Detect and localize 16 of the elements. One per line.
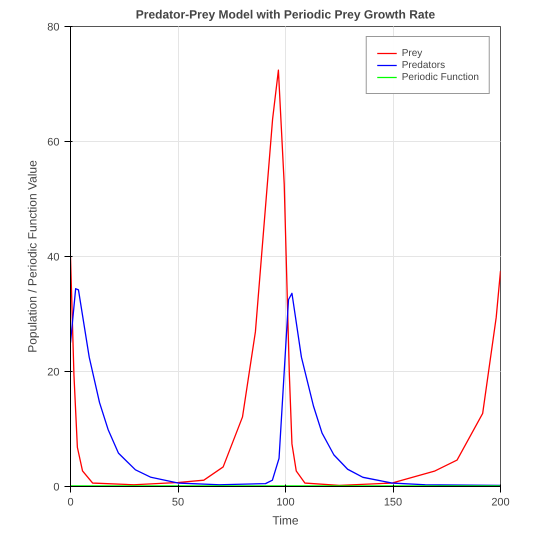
legend-label: Predators — [402, 60, 446, 70]
y-tick-label: 60 — [47, 136, 60, 148]
x-tick-label: 0 — [67, 496, 74, 508]
legend-label: Prey — [402, 48, 422, 58]
legend-label: Periodic Function — [402, 72, 479, 82]
x-tick-label: 50 — [172, 496, 184, 508]
x-axis-title: Time — [272, 514, 299, 528]
y-tick-label: 40 — [47, 252, 60, 264]
x-tick-label: 150 — [384, 496, 402, 508]
x-tick-label: 200 — [491, 496, 510, 508]
chart-title: Predator-Prey Model with Periodic Prey Growth Rate — [136, 8, 436, 22]
x-tick-label: 100 — [276, 496, 295, 508]
y-axis-title: Population / Periodic Function Value — [25, 160, 40, 353]
y-tick-label: 80 — [47, 22, 60, 34]
y-tick-label: 0 — [53, 482, 60, 494]
y-tick-label: 20 — [47, 366, 60, 378]
